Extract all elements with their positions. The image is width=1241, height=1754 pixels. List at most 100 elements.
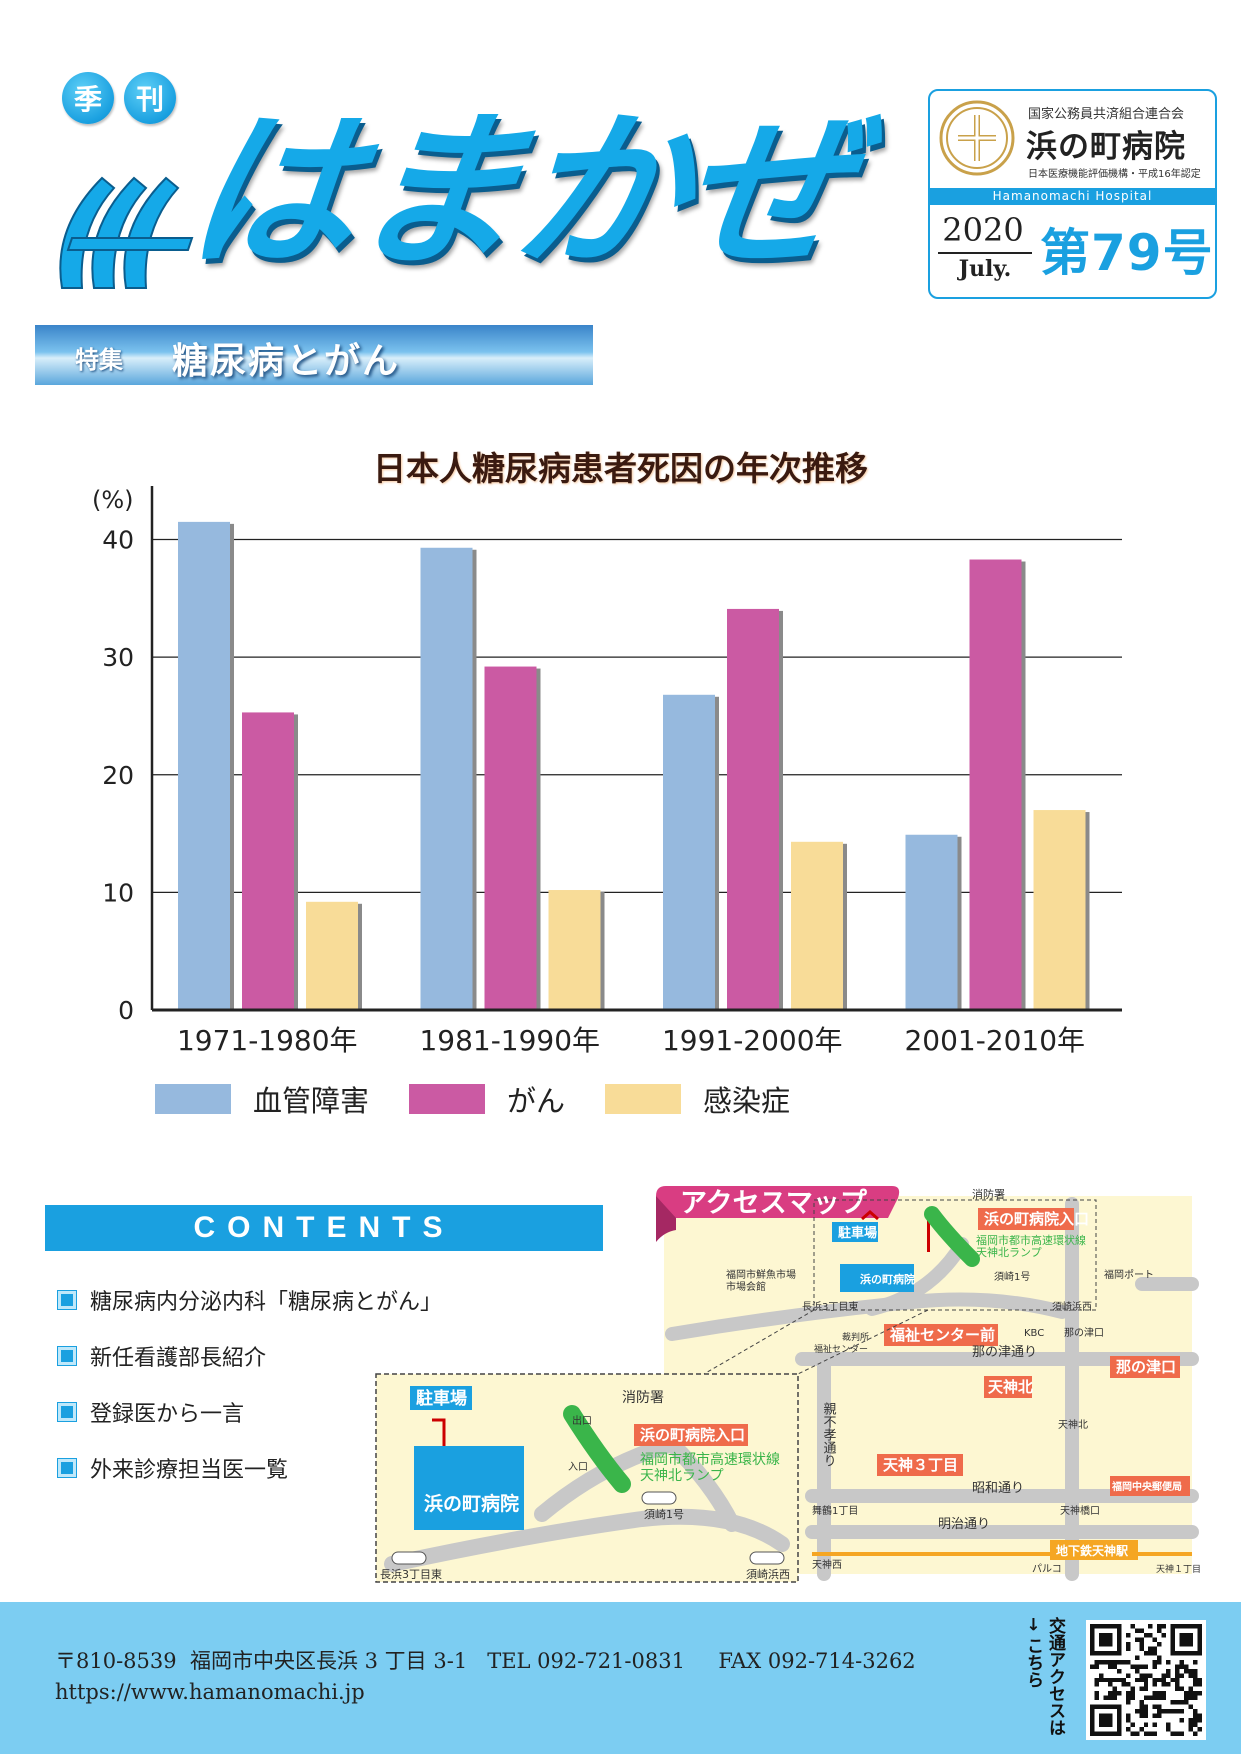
- qr-module: [1188, 1668, 1194, 1674]
- inset-nagahama: 長浜3丁目東: [380, 1568, 442, 1581]
- contents-item-label: 登録医から一言: [90, 1402, 245, 1427]
- qr-module: [1166, 1668, 1171, 1674]
- qr-module: [1107, 1695, 1113, 1701]
- qr-module: [1197, 1691, 1202, 1696]
- publication-title: はまかぜ: [176, 94, 860, 290]
- contents-list: 糖尿病内分泌内科「糖尿病とがん」 新任看護部長紹介 登録医から一言 外来診療担当…: [57, 1272, 443, 1496]
- contents-item[interactable]: 外来診療担当医一覧: [57, 1440, 442, 1496]
- qr-module: [1148, 1673, 1153, 1678]
- qr-module: [1179, 1718, 1185, 1723]
- qr-finder-core: [1098, 1713, 1113, 1728]
- issue-year: 2020: [942, 211, 1024, 249]
- qr-module: [1197, 1718, 1202, 1723]
- feature-label: 特集: [75, 346, 123, 374]
- map-ramp1-main: 福岡市都市高速環状線: [976, 1233, 1086, 1247]
- tenjin3-box: [877, 1454, 963, 1476]
- qr-module: [1152, 1713, 1158, 1719]
- qr-module: [1098, 1659, 1104, 1665]
- y-axis-unit: (%): [92, 486, 134, 514]
- qr-module: [1175, 1682, 1180, 1687]
- access-map: アクセスマップ 駐車場 浜の町病院 浜の町病院入口 福岡市都市高速環状線 天神北…: [375, 1186, 1201, 1583]
- qr-module: [1188, 1722, 1194, 1728]
- footer-url[interactable]: https://www.hamanomachi.jp: [55, 1680, 365, 1704]
- qr-module: [1143, 1677, 1149, 1683]
- contents-item[interactable]: 新任看護部長紹介: [57, 1328, 442, 1384]
- qr-module: [1161, 1673, 1167, 1678]
- footer-bar: [0, 1602, 1241, 1754]
- map-parking-box: [832, 1222, 878, 1242]
- qr-module: [1121, 1659, 1126, 1665]
- x-tick-label: 1991-2000年: [662, 1024, 843, 1057]
- qr-module: [1152, 1682, 1158, 1687]
- post-office-box: [1110, 1476, 1190, 1496]
- bullet-icon: [57, 1346, 77, 1366]
- qr-module: [1143, 1673, 1149, 1678]
- qr-module: [1193, 1691, 1198, 1696]
- qr-module: [1125, 1695, 1131, 1701]
- qr-module: [1116, 1659, 1122, 1665]
- qr-module: [1112, 1686, 1117, 1692]
- contents-item[interactable]: 登録医から一言: [57, 1384, 442, 1440]
- qr-module: [1143, 1695, 1149, 1701]
- qr-module: [1139, 1641, 1144, 1647]
- qr-module: [1134, 1655, 1140, 1660]
- qr-module: [1193, 1677, 1198, 1683]
- map-nagahama-main: 長浜3丁目東: [802, 1300, 858, 1313]
- y-tick-label: 10: [102, 878, 134, 907]
- map-tenjin1: 天神１丁目: [1156, 1563, 1201, 1575]
- qr-module: [1188, 1718, 1194, 1723]
- inset-hospital: 浜の町病院: [424, 1492, 519, 1515]
- qr-module: [1139, 1686, 1144, 1692]
- nanotsu-box: [1110, 1356, 1180, 1378]
- qr-code[interactable]: [1086, 1620, 1206, 1740]
- qr-module: [1094, 1691, 1099, 1696]
- qr-module: [1170, 1709, 1176, 1714]
- inset-ramp2: 天神北ランプ: [640, 1468, 724, 1484]
- contents-item[interactable]: 糖尿病内分泌内科「糖尿病とがん」: [57, 1272, 443, 1328]
- qr-module: [1197, 1727, 1202, 1732]
- qr-module: [1125, 1691, 1131, 1696]
- qr-module: [1161, 1624, 1167, 1629]
- qr-module: [1175, 1700, 1180, 1705]
- inset-sushizaki: 須崎1号: [644, 1507, 684, 1521]
- qr-module: [1107, 1659, 1113, 1665]
- qr-module: [1134, 1709, 1140, 1714]
- qr-module: [1152, 1646, 1158, 1651]
- qr-module: [1143, 1709, 1149, 1714]
- qr-module: [1143, 1686, 1149, 1692]
- map-entrance-main: 浜の町病院入口: [984, 1210, 1089, 1228]
- qr-module: [1184, 1700, 1189, 1705]
- bar: [663, 694, 715, 1010]
- qr-module: [1125, 1700, 1131, 1705]
- qr-module: [1184, 1691, 1189, 1696]
- map-ramp2-main: 天神北ランプ: [976, 1245, 1042, 1259]
- qr-module: [1134, 1637, 1140, 1642]
- qr-module: [1179, 1709, 1185, 1714]
- qr-module: [1139, 1713, 1144, 1719]
- qr-module: [1157, 1641, 1162, 1647]
- qr-module: [1130, 1691, 1135, 1696]
- qr-module: [1179, 1659, 1185, 1665]
- issue-number: 第79号: [1040, 224, 1214, 282]
- qr-module: [1112, 1664, 1117, 1669]
- qr-module: [1170, 1700, 1176, 1705]
- inset-ramp: [563, 1405, 631, 1493]
- qr-module: [1139, 1709, 1144, 1714]
- map-parco: パルコ: [1032, 1563, 1062, 1575]
- qr-module: [1125, 1718, 1131, 1723]
- legend-label-infection: 感染症: [703, 1084, 791, 1118]
- map-title: アクセスマップ: [680, 1188, 868, 1219]
- bar: [905, 834, 958, 1010]
- qr-module: [1152, 1659, 1158, 1665]
- inset-sushizaki-hama: 須崎浜西: [746, 1567, 790, 1581]
- qr-module: [1184, 1668, 1189, 1674]
- contents-item-label: 糖尿病内分泌内科「糖尿病とがん」: [90, 1290, 443, 1315]
- tenjin-kita-box: [984, 1376, 1032, 1398]
- legend-item-vascular: 血管障害: [155, 1078, 369, 1120]
- bullet-icon: [57, 1458, 77, 1478]
- qr-module: [1188, 1695, 1194, 1701]
- qr-module: [1179, 1731, 1185, 1736]
- map-welfare-front: 福祉センター前: [889, 1326, 995, 1344]
- bar: [306, 901, 358, 1010]
- qr-module: [1197, 1713, 1202, 1719]
